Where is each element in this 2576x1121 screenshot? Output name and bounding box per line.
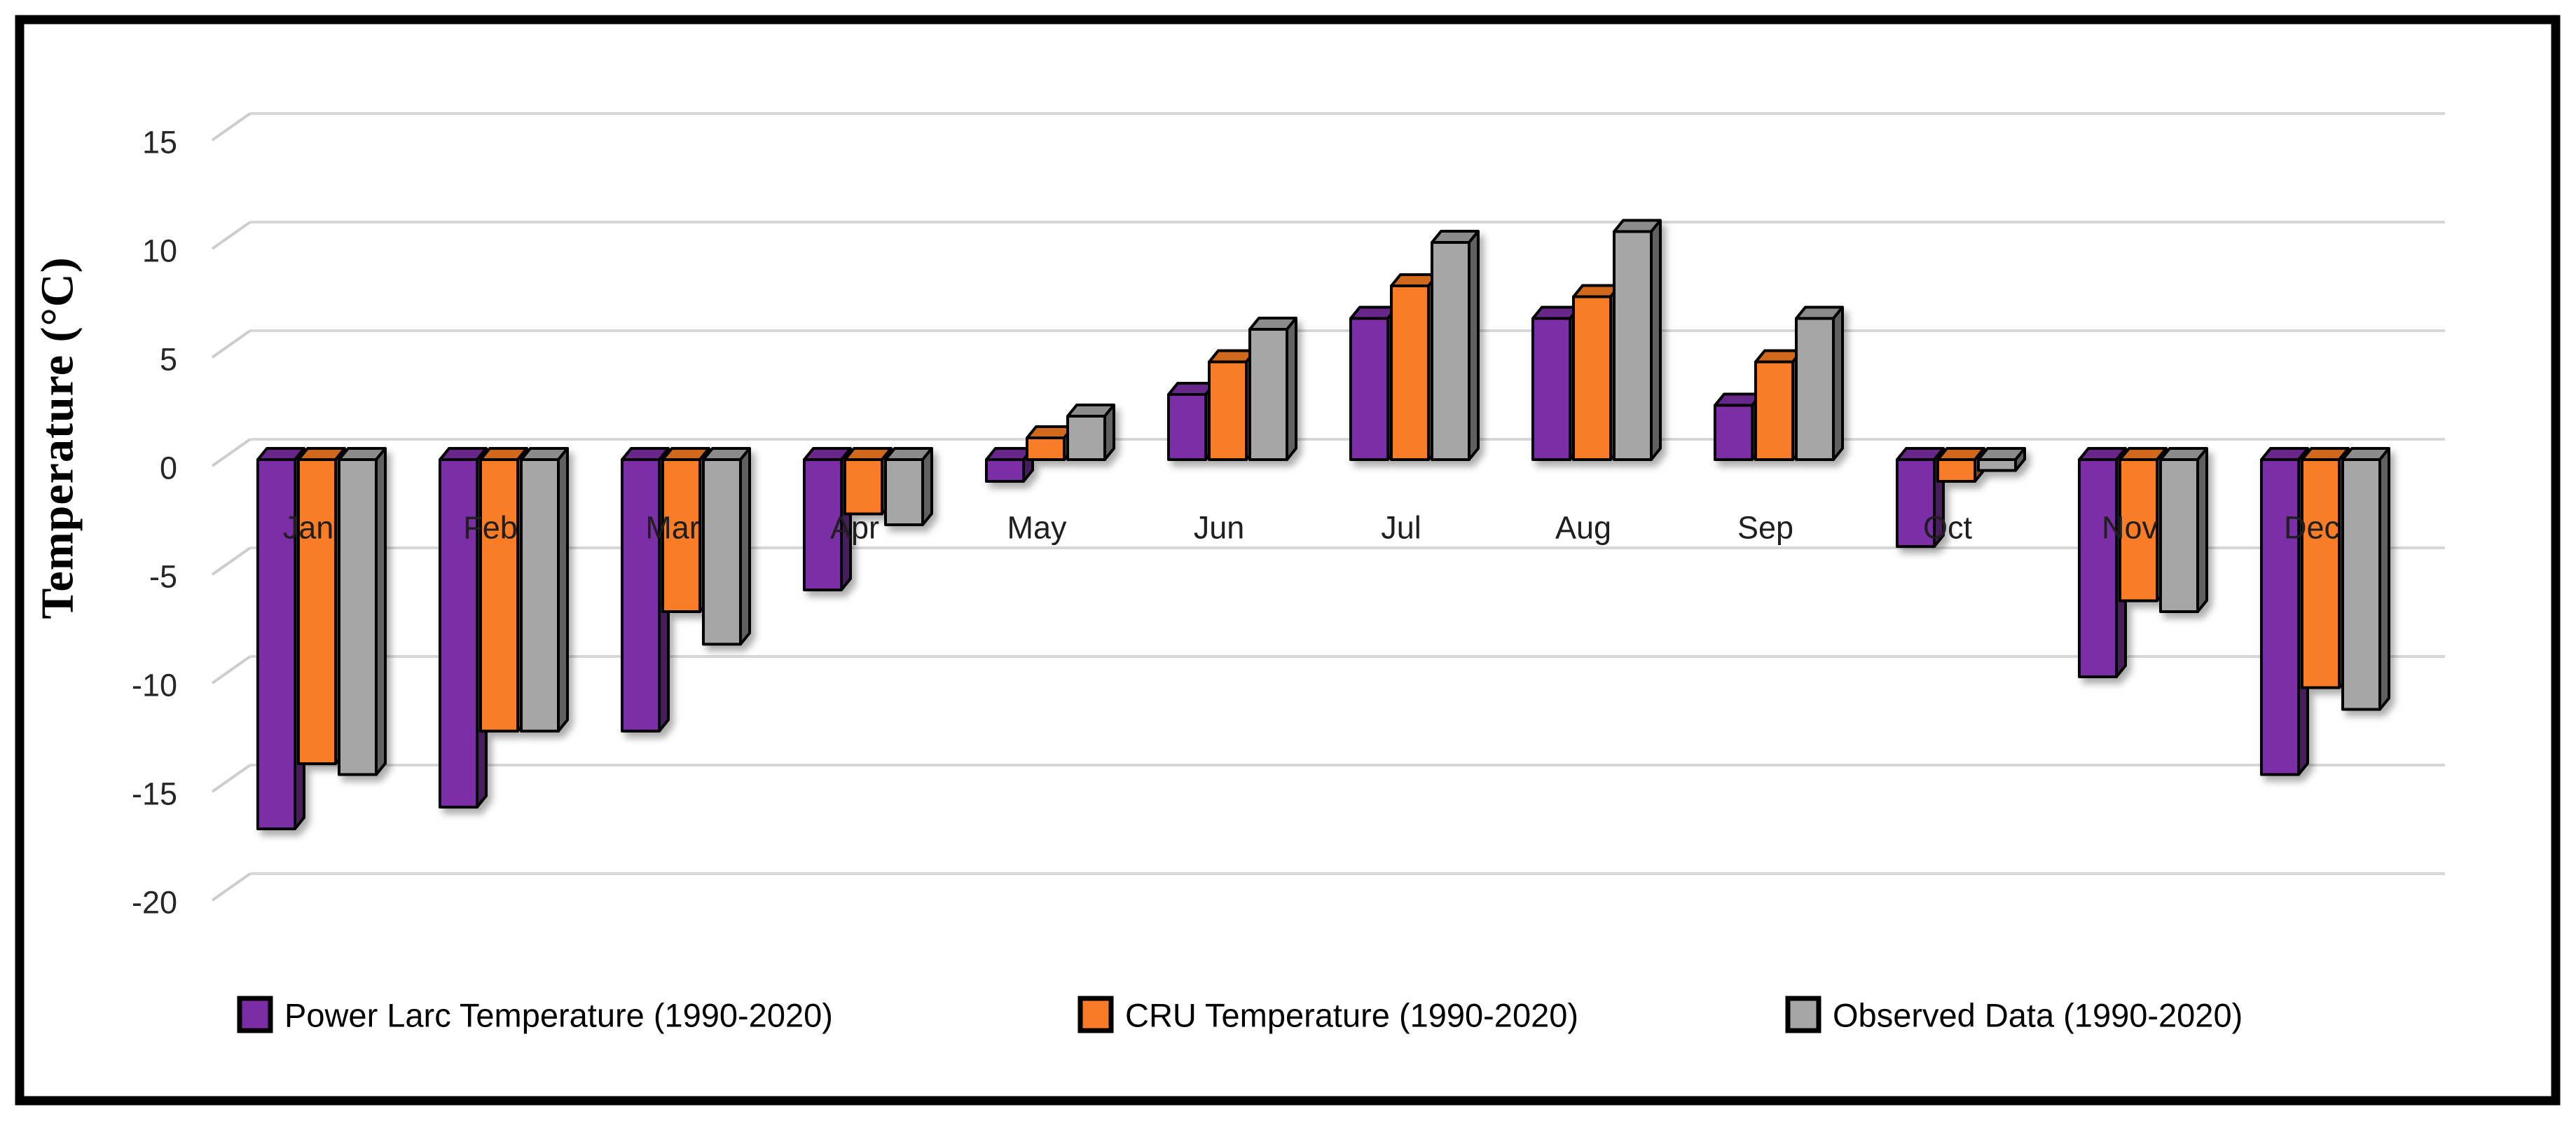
bar-group-jul [1349, 230, 1480, 461]
bar [1977, 447, 2026, 472]
bars [256, 219, 2390, 830]
bar-group-sep [1714, 305, 1844, 461]
y-tick-label: -10 [132, 668, 177, 703]
x-category-label: Oct [1923, 510, 1973, 546]
bar [803, 447, 852, 591]
legend-item: Power Larc Temperature (1990-2020) [237, 996, 833, 1034]
bar-group-may [985, 404, 1115, 483]
tick-connector [211, 438, 252, 467]
bar-group-mar [621, 447, 751, 733]
bar [2159, 447, 2208, 613]
tick-connector [211, 221, 252, 250]
bar [1248, 317, 1297, 461]
legend-item: CRU Temperature (1990-2020) [1077, 996, 1578, 1034]
bar-group-jan [256, 447, 387, 830]
legend-item: Observed Data (1990-2020) [1785, 996, 2243, 1034]
bar-group-jun [1167, 317, 1297, 461]
x-category-label: Jul [1381, 510, 1421, 546]
tick-connector [211, 872, 252, 902]
bar-group-dec [2260, 447, 2390, 776]
y-tick-label: 0 [160, 451, 177, 486]
x-category-label: Feb [463, 510, 518, 546]
bar [1936, 447, 1985, 483]
legend-swatch [237, 996, 273, 1033]
x-category-label: May [1007, 510, 1067, 546]
bar [338, 447, 387, 776]
y-tick-label: -5 [149, 559, 177, 595]
bar-group-apr [803, 447, 933, 591]
y-tick-label: 15 [142, 125, 177, 160]
bar [884, 447, 933, 526]
legend: Power Larc Temperature (1990-2020) CRU Te… [237, 996, 2243, 1034]
y-tick-label: 10 [142, 233, 177, 269]
x-category-label: Sep [1737, 510, 1793, 546]
x-category-label: Apr [830, 510, 879, 546]
tick-connector [211, 329, 252, 359]
bar-group-nov [2078, 447, 2208, 678]
bar-group-oct [1896, 447, 2026, 548]
legend-label: Power Larc Temperature (1990-2020) [284, 997, 833, 1034]
tick-connector [211, 764, 252, 793]
bar-group-aug [1531, 219, 1662, 461]
x-category-label: Aug [1555, 510, 1611, 546]
x-category-label: Mar [645, 510, 700, 546]
category-labels: Jan Feb Mar Apr May Jun Jul Aug Sep Oct Nov Dec [283, 510, 2340, 546]
bar [1613, 219, 1662, 461]
bar [1431, 230, 1480, 461]
legend-swatch [1785, 996, 1821, 1033]
legend-label: CRU Temperature (1990-2020) [1125, 997, 1578, 1034]
bar [1896, 447, 1945, 548]
bar [1795, 305, 1844, 461]
bar [1066, 404, 1115, 461]
legend-label: Observed Data (1990-2020) [1833, 997, 2243, 1034]
bar-group-feb [439, 447, 569, 809]
bar [439, 447, 488, 809]
y-tick-label: -15 [132, 776, 177, 812]
bar [702, 447, 751, 646]
x-category-label: Jun [1194, 510, 1245, 546]
x-category-label: Nov [2102, 510, 2158, 546]
x-category-label: Dec [2284, 510, 2340, 546]
tick-connector [211, 546, 252, 576]
tick-connector [211, 112, 252, 142]
y-tick-label: -20 [132, 885, 177, 921]
tick-connector [211, 655, 252, 685]
y-tick-label: 5 [160, 342, 177, 378]
bar [520, 447, 569, 733]
x-category-label: Jan [283, 510, 334, 546]
image-frame [15, 15, 2561, 1106]
y-axis-title: Temperature (°C) [32, 256, 83, 619]
legend-swatch [1077, 996, 1114, 1033]
bar [2341, 447, 2390, 711]
